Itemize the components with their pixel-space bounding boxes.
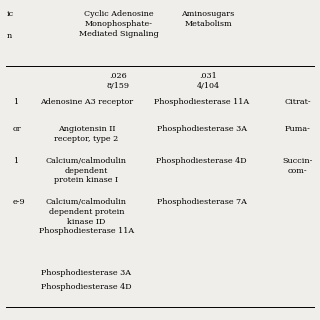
Text: Calcium/calmodulin
dependent protein
kinase ID: Calcium/calmodulin dependent protein kin… — [46, 198, 127, 226]
Text: n: n — [6, 32, 12, 40]
Text: Phosphodiesterase 11A: Phosphodiesterase 11A — [154, 98, 249, 106]
Text: Calcium/calmodulin
dependent
protein kinase I: Calcium/calmodulin dependent protein kin… — [46, 157, 127, 184]
Text: Citrat-: Citrat- — [284, 98, 311, 106]
Text: Angiotensin II
receptor, type 2: Angiotensin II receptor, type 2 — [54, 125, 118, 143]
Text: 1: 1 — [13, 98, 18, 106]
Text: Phosphodiesterase 4D: Phosphodiesterase 4D — [156, 157, 247, 165]
Text: Adenosine A3 receptor: Adenosine A3 receptor — [40, 98, 133, 106]
Text: .026
8/159: .026 8/159 — [107, 72, 130, 90]
Text: Fuma-: Fuma- — [285, 125, 310, 133]
Text: Succin-
com-: Succin- com- — [283, 157, 313, 175]
Text: or: or — [13, 125, 21, 133]
Text: Phosphodiesterase 7A: Phosphodiesterase 7A — [157, 198, 246, 206]
Text: Phosphodiesterase 3A: Phosphodiesterase 3A — [41, 269, 132, 277]
Text: 1: 1 — [13, 157, 18, 165]
Text: Cyclic Adenosine
Monophosphate-
Mediated Signaling: Cyclic Adenosine Monophosphate- Mediated… — [78, 10, 158, 38]
Text: Phosphodiesterase 4D: Phosphodiesterase 4D — [41, 283, 132, 291]
Text: Phosphodiesterase 3A: Phosphodiesterase 3A — [156, 125, 247, 133]
Text: ic: ic — [6, 10, 13, 18]
Text: Phosphodiesterase 11A: Phosphodiesterase 11A — [39, 227, 134, 235]
Text: Aminosugars
Metabolism: Aminosugars Metabolism — [181, 10, 235, 28]
Text: e-9: e-9 — [13, 198, 25, 206]
Text: .031
4/104: .031 4/104 — [196, 72, 220, 90]
